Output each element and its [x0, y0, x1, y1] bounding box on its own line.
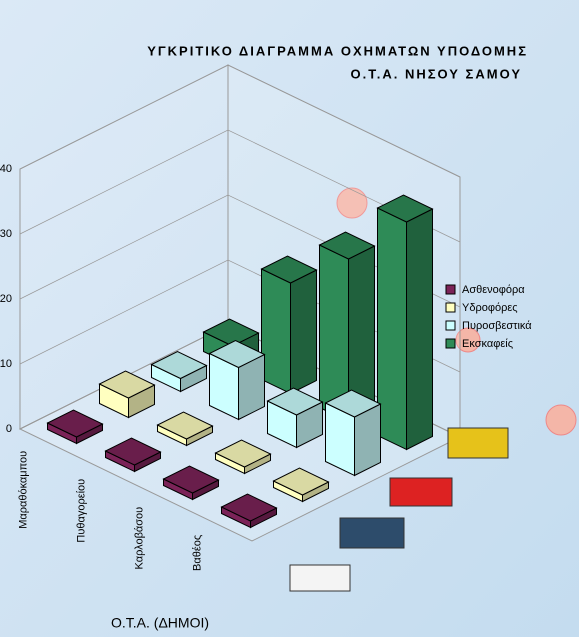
bar	[262, 256, 317, 394]
y-tick-label: 30	[0, 228, 12, 240]
decor-circle	[546, 405, 576, 435]
x-tick-label: Βαθέος	[191, 535, 203, 571]
legend-swatch	[446, 321, 455, 330]
legend-label: Υδροφόρες	[462, 302, 518, 314]
legend-label: Ασθενοφόρα	[462, 284, 525, 296]
x-tick-label: Μαραθόκαμπου	[17, 451, 29, 529]
bar	[210, 341, 265, 420]
x-axis-label: Ο.Τ.Α. (ΔΗΜΟΙ)	[111, 615, 209, 631]
chart-title: ΥΓΚΡΙΤΙΚΟ ΔΙΑΓΡΑΜΜΑ ΟΧΗΜΑΤΩΝ ΥΠΟΔΟΜΗΣ	[147, 43, 528, 58]
bar	[378, 195, 433, 450]
bar-side	[291, 270, 317, 394]
bar	[326, 390, 381, 476]
x-tick-label: Πυθαγορείου	[75, 479, 87, 543]
legend-label: Εκσκαφείς	[462, 338, 513, 350]
chart: ΥΓΚΡΙΤΙΚΟ ΔΙΑΓΡΑΜΜΑ ΟΧΗΜΑΤΩΝ ΥΠΟΔΟΜΗΣ Ο.…	[0, 0, 579, 637]
x-tick-label: Καρλοβάσου	[133, 507, 145, 570]
legend-swatch	[446, 303, 455, 312]
legend-swatch	[446, 339, 455, 348]
legend-label: Πυροσβεστικά	[462, 320, 532, 332]
bar-front	[378, 208, 407, 450]
y-tick-label: 0	[6, 423, 12, 435]
bar-side	[407, 209, 433, 450]
legend-swatch	[446, 285, 455, 294]
y-tick-label: 10	[0, 358, 12, 370]
y-tick-label: 20	[0, 293, 12, 305]
y-tick-label: 40	[0, 163, 12, 175]
chart-subtitle: Ο.Τ.Α. ΝΗΣΟΥ ΣΑΜΟΥ	[350, 66, 522, 81]
bar-front	[262, 269, 291, 394]
